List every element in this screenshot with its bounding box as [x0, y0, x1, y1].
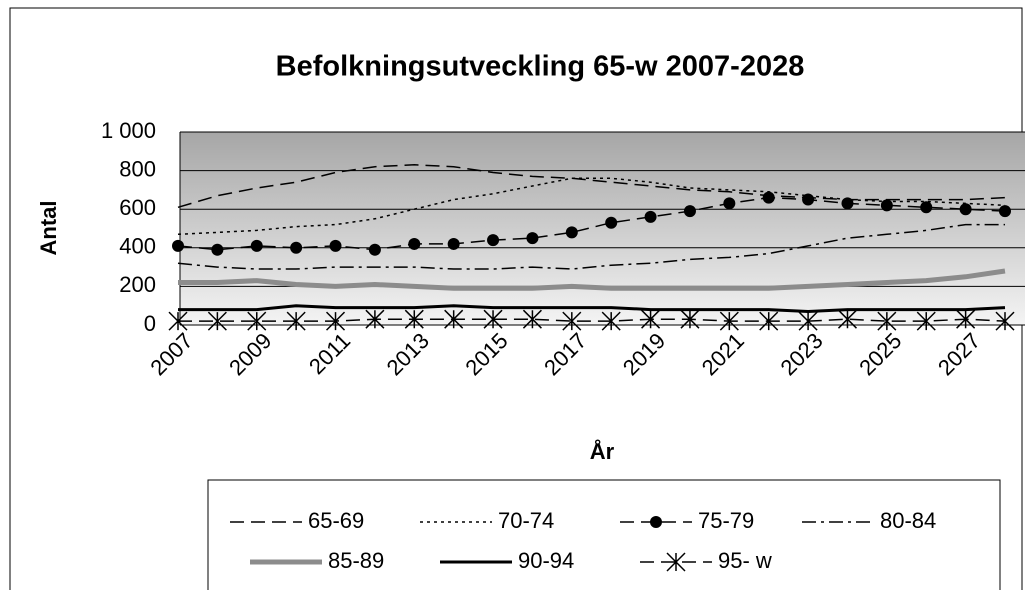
point: [483, 309, 503, 329]
point: [565, 226, 578, 239]
point: [641, 309, 661, 329]
legend-label: 95- w: [718, 548, 772, 573]
point: [723, 197, 736, 210]
point: [956, 309, 976, 329]
point: [522, 309, 542, 329]
point: [759, 311, 779, 331]
plot-area: [180, 132, 1025, 325]
point: [601, 311, 621, 331]
point: [880, 199, 893, 212]
point: [250, 239, 263, 252]
point: [325, 311, 346, 331]
point: [329, 239, 342, 252]
legend-marker: [650, 516, 662, 528]
point: [841, 197, 854, 210]
legend-marker: [666, 552, 686, 572]
point: [680, 309, 700, 329]
series-line: [178, 304, 1006, 314]
point: [526, 232, 539, 245]
legend-label: 75-79: [698, 508, 754, 533]
point: [605, 216, 618, 229]
point: [683, 205, 696, 218]
y-axis-label: Antal: [36, 201, 61, 256]
point: [408, 237, 421, 250]
y-tick-label: 800: [119, 156, 156, 181]
y-tick-label: 1 000: [101, 118, 156, 143]
point: [802, 193, 815, 206]
point: [207, 311, 227, 331]
series-line: [177, 196, 1006, 251]
point: [999, 205, 1011, 218]
series-line: [178, 268, 1006, 291]
point: [719, 311, 739, 331]
point: [959, 203, 972, 216]
point: [211, 243, 224, 256]
legend-box: [207, 479, 1001, 590]
legend-label: 70-74: [498, 508, 554, 533]
legend-label: 85-89: [328, 548, 384, 573]
y-tick-label: 200: [119, 272, 156, 297]
point: [487, 234, 500, 247]
point: [290, 241, 303, 254]
point: [404, 309, 424, 329]
series-line: [177, 223, 1005, 270]
point: [877, 311, 897, 331]
point: [365, 309, 385, 329]
point: [562, 311, 582, 331]
point: [247, 311, 267, 331]
point: [168, 311, 188, 331]
point: [447, 237, 460, 250]
point: [916, 311, 936, 331]
point: [798, 311, 818, 331]
y-tick-label: 0: [144, 311, 156, 336]
series-line: [177, 164, 1006, 209]
legend-label: 90-94: [518, 548, 574, 573]
point: [172, 239, 184, 252]
y-tick-label: 600: [119, 195, 156, 220]
point: [762, 191, 775, 204]
point: [995, 311, 1015, 331]
x-axis-label: År: [590, 438, 615, 464]
y-tick-label: 400: [119, 234, 156, 259]
legend-label: 65-69: [308, 508, 364, 533]
point: [444, 309, 464, 329]
point: [837, 309, 858, 329]
point: [368, 243, 381, 256]
point: [644, 210, 657, 223]
legend-label: 80-84: [880, 508, 936, 533]
point: [286, 311, 306, 331]
chart-title: Befolkningsutveckling 65-w 2007-2028: [276, 51, 805, 83]
series-line: [177, 177, 1006, 236]
point: [920, 201, 933, 214]
series-line: [178, 318, 1006, 322]
